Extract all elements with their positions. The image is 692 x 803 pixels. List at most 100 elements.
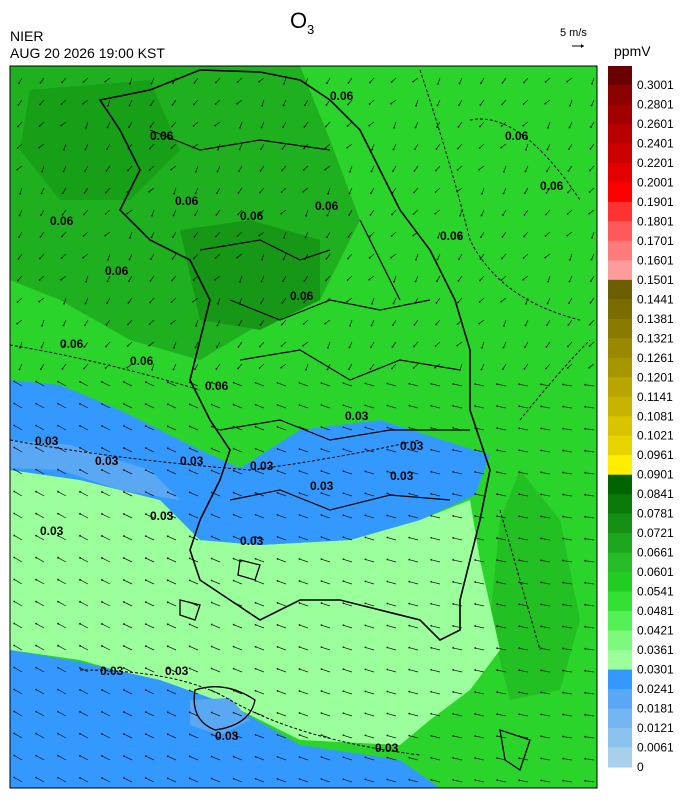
wind-vector-head <box>371 302 373 305</box>
colorbar-label: 0.0901 <box>637 468 674 482</box>
wind-vector-head <box>101 425 103 427</box>
wind-vector-head <box>342 580 345 583</box>
wind-vector <box>501 99 507 105</box>
wind-vector-head <box>123 645 125 647</box>
wind-vector <box>57 491 67 497</box>
wind-vector <box>148 341 155 346</box>
wind-vector-head <box>104 80 107 83</box>
wind-vector <box>481 341 485 348</box>
wind-vector-head <box>364 690 367 693</box>
wind-vector-head <box>320 404 323 407</box>
wind-vector <box>431 625 441 629</box>
wind-vector <box>79 425 89 431</box>
wind-vector <box>79 403 89 409</box>
wind-vector <box>57 557 67 563</box>
wind-vector <box>35 447 45 453</box>
wind-vector-head <box>13 776 16 779</box>
wind-vector <box>189 712 199 717</box>
wind-vector-head <box>35 490 38 493</box>
wind-vector <box>349 341 353 348</box>
wind-vector <box>57 579 67 585</box>
wind-vector <box>255 646 265 651</box>
wind-vector-head <box>57 402 59 405</box>
wind-vector-head <box>281 147 284 150</box>
wind-vector <box>170 319 177 324</box>
wind-vector-head <box>320 558 323 561</box>
wind-vector-head <box>61 235 63 238</box>
wind-vector <box>189 690 199 695</box>
wind-vector <box>547 121 551 128</box>
wind-vector-head <box>83 367 85 370</box>
wind-vector <box>567 341 573 347</box>
wind-vector <box>260 165 265 172</box>
wind-vector <box>299 492 309 497</box>
wind-vector-head <box>567 191 569 194</box>
wind-vector <box>431 515 441 519</box>
wind-vector-head <box>540 581 543 584</box>
wind-vector-head <box>474 625 477 627</box>
wind-vector-head <box>62 192 64 195</box>
wind-vector-head <box>452 779 455 781</box>
wind-vector-head <box>386 558 389 561</box>
wind-vector-head <box>276 382 279 384</box>
wind-vector <box>436 143 441 150</box>
wind-vector <box>475 581 485 585</box>
wind-vector-head <box>298 690 301 692</box>
wind-vector-head <box>474 647 477 649</box>
wind-vector <box>299 514 309 519</box>
wind-vector <box>501 121 507 127</box>
wind-vector-head <box>325 257 328 260</box>
wind-vector <box>277 404 287 409</box>
wind-vector <box>217 297 221 304</box>
wind-vector <box>343 514 353 519</box>
wind-vector-head <box>392 324 394 327</box>
wind-vector <box>123 557 133 563</box>
wind-vector-head <box>589 147 592 150</box>
wind-vector <box>17 121 23 127</box>
wind-vector <box>101 755 111 761</box>
wind-vector-head <box>503 324 505 327</box>
wind-vector <box>371 297 375 304</box>
wind-vector-head <box>82 256 85 259</box>
wind-vector <box>57 469 67 475</box>
wind-vector-head <box>518 427 521 430</box>
colorbar-segment <box>608 669 632 690</box>
wind-vector <box>215 77 221 83</box>
wind-vector <box>299 404 309 409</box>
wind-vector-head <box>524 170 527 173</box>
wind-vector-head <box>408 514 411 517</box>
wind-vector <box>60 121 67 126</box>
wind-vector <box>343 624 353 629</box>
field-light-green <box>10 470 500 745</box>
wind-vector <box>127 319 133 325</box>
wind-vector-head <box>210 491 213 494</box>
wind-vector-head <box>170 322 173 325</box>
wind-vector <box>409 603 419 607</box>
wind-vector-head <box>104 213 107 215</box>
wind-vector-head <box>149 279 152 282</box>
wind-vector-head <box>364 448 367 451</box>
wind-vector <box>321 668 331 673</box>
wind-vector <box>523 99 529 105</box>
wind-vector-head <box>195 170 197 173</box>
wind-vector <box>259 209 265 215</box>
wind-vector-head <box>57 556 59 559</box>
wind-vector-head <box>434 212 437 215</box>
wind-vector <box>41 341 45 348</box>
wind-vector <box>57 403 67 409</box>
wind-vector <box>79 667 89 673</box>
wind-vector <box>101 381 111 387</box>
wind-vector <box>371 143 375 150</box>
wind-vector-head <box>342 558 345 561</box>
wind-vector <box>435 187 441 193</box>
wind-vector <box>365 713 375 717</box>
wind-vector <box>79 623 89 629</box>
wind-vector <box>391 363 397 369</box>
wind-vector-head <box>232 557 235 560</box>
wind-vector <box>171 121 177 127</box>
wind-vector-head <box>127 323 129 326</box>
wind-vector <box>35 381 45 387</box>
wind-vector-head <box>61 81 63 84</box>
wind-vector <box>14 689 23 695</box>
wind-vector-head <box>584 713 586 716</box>
